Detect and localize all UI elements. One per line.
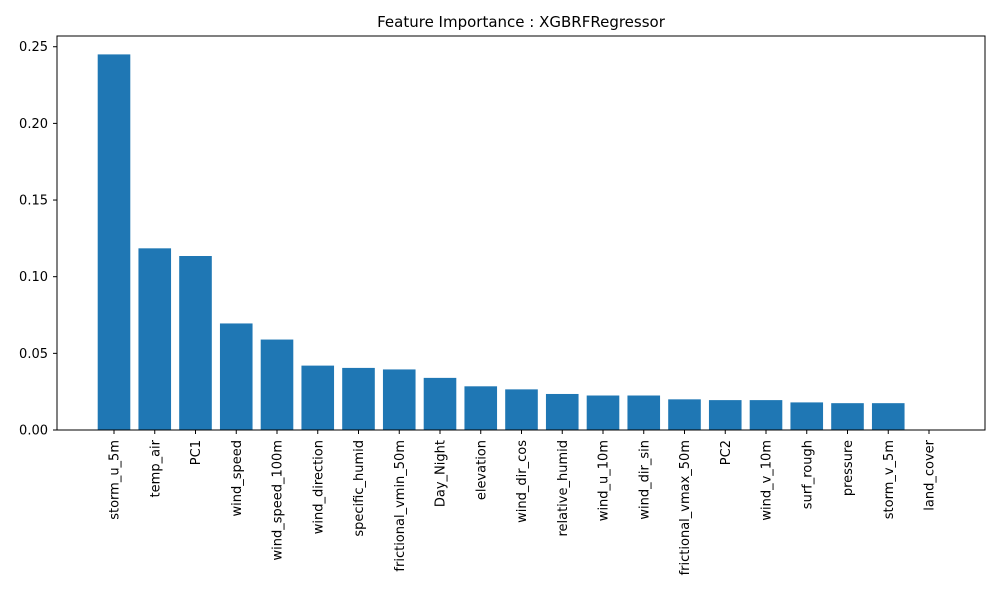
plot-frame <box>56 35 986 431</box>
x-tick-label: PC2 <box>719 440 734 465</box>
bar-surf_rough <box>790 402 824 430</box>
bar-storm_u_5m <box>97 54 131 431</box>
bar-frictional_vmax_50m <box>668 399 701 430</box>
y-axis: 0.00 0.05 0.10 0.15 0.20 0.25 <box>19 40 57 439</box>
x-tick-label: elevation <box>474 440 489 500</box>
x-tick-label: surf_rough <box>800 440 815 509</box>
bar-elevation <box>464 386 498 430</box>
y-tick-label: 0.25 <box>19 40 48 55</box>
bar-relative_humid <box>545 393 579 430</box>
bar-PC1 <box>179 256 212 430</box>
x-axis: storm_u_5m temp_air PC1 wind_speed wind_spee… <box>108 430 938 575</box>
x-tick-label: storm_v_5m <box>882 440 897 519</box>
x-tick-label: relative_humid <box>556 440 571 537</box>
y-tick-label: 0.15 <box>19 194 48 209</box>
bar-wind_speed_100m <box>260 339 294 430</box>
x-tick-label: land_cover <box>923 439 938 510</box>
bar-temp_air <box>138 248 172 430</box>
x-tick-label: pressure <box>841 440 856 496</box>
y-tick-label: 0.05 <box>19 347 48 362</box>
bar-frictional_vmin_50m <box>382 369 416 430</box>
bar-wind_v_10m <box>749 400 783 430</box>
x-tick-label: wind_u_10m <box>597 440 612 521</box>
x-tick-label: specific_humid <box>352 440 367 537</box>
x-tick-label: Day_Night <box>434 440 449 507</box>
x-tick-label: wind_speed_100m <box>271 440 286 561</box>
y-tick-label: 0.20 <box>19 117 48 132</box>
x-tick-label: storm_u_5m <box>108 440 123 520</box>
bar-wind_dir_cos <box>505 389 538 430</box>
bars-layer <box>97 54 905 431</box>
bar-pressure <box>831 403 864 430</box>
y-tick-label: 0.10 <box>19 270 48 285</box>
bar-Day_Night <box>423 377 457 430</box>
x-tick-label: wind_direction <box>311 440 326 534</box>
x-tick-label: frictional_vmax_50m <box>678 440 693 575</box>
x-tick-label: wind_dir_sin <box>637 440 652 520</box>
bar-storm_v_5m <box>871 403 905 430</box>
bar-wind_dir_sin <box>627 395 661 430</box>
x-tick-label: wind_speed <box>230 440 245 517</box>
x-tick-label: wind_v_10m <box>760 440 775 521</box>
bar-wind_u_10m <box>586 395 620 430</box>
y-tick-label: 0.00 <box>19 424 48 439</box>
chart-title: Feature Importance : XGBRFRegressor <box>377 13 666 31</box>
bar-wind_direction <box>301 365 335 430</box>
bar-wind_speed <box>219 323 253 430</box>
x-tick-label: PC1 <box>189 440 204 465</box>
x-tick-label: temp_air <box>148 439 163 497</box>
x-tick-label: wind_dir_cos <box>515 440 530 523</box>
x-tick-label: frictional_vmin_50m <box>393 440 408 572</box>
bar-PC2 <box>708 400 742 430</box>
bar-specific_humid <box>342 367 375 430</box>
